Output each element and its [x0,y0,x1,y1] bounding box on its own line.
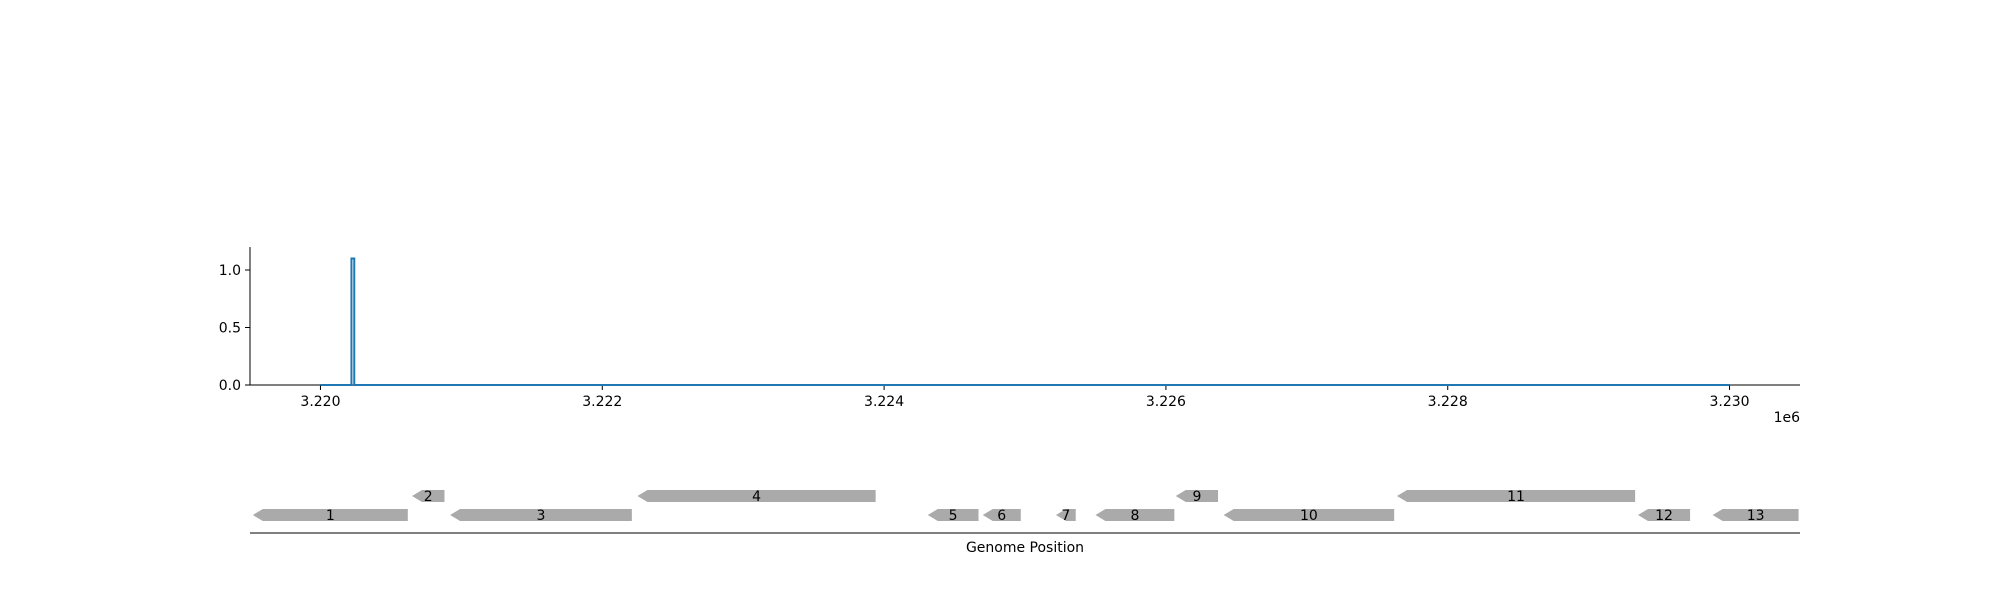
gene-2: 2 [412,489,445,505]
gene-arrow [252,509,408,521]
gene-8: 8 [1095,508,1175,524]
gene-label: 11 [1507,489,1525,505]
gene-11: 11 [1397,489,1636,505]
gene-label: 8 [1130,508,1139,524]
gene-label: 9 [1192,489,1201,505]
gene-label: 3 [537,508,546,524]
gene-13: 13 [1712,508,1799,524]
y-tick-label: 0.0 [219,378,241,394]
gene-1: 1 [252,508,408,524]
y-tick-label: 0.5 [219,321,241,337]
gene-4: 4 [637,489,876,505]
gene-arrow [982,509,1021,521]
coverage-plot: 0.0 0.5 1.0 3.220 3.222 3.224 3.226 3.228 3.230… [219,247,1800,426]
x-tick-label: 3.228 [1428,394,1468,410]
gene-label: 5 [949,508,958,524]
gene-3: 3 [450,508,632,524]
gene-9: 9 [1175,489,1219,505]
gene-arrow [1712,509,1799,521]
gene-label: 1 [326,508,335,524]
gene-label: 12 [1655,508,1673,524]
gene-10: 10 [1223,508,1395,524]
gene-label: 10 [1300,508,1318,524]
gene-arrow [412,490,445,502]
gene-12: 12 [1637,508,1691,524]
coverage-line [320,257,1730,386]
x-tick-label: 3.230 [1709,394,1749,410]
x-tick-label: 3.222 [582,394,622,410]
x-axis-label: Genome Position [966,540,1084,556]
x-tick-label: 3.226 [1146,394,1186,410]
gene-label: 4 [752,489,761,505]
gene-arrow [637,490,876,502]
x-ticks: 3.220 3.222 3.224 3.226 3.228 3.230 [300,385,1750,410]
gene-5: 5 [927,508,979,524]
x-offset-label: 1e6 [1774,410,1801,426]
gene-arrow [1223,509,1395,521]
gene-arrow [1056,509,1076,521]
gene-arrow [1095,509,1175,521]
gene-arrow [1397,490,1636,502]
series-layer [320,257,1730,386]
x-tick-label: 3.224 [864,394,904,410]
gene-label: 7 [1061,508,1070,524]
x-tick-label: 3.220 [300,394,340,410]
gene-label: 2 [424,489,433,505]
gene-arrow [927,509,979,521]
gene-label: 13 [1747,508,1765,524]
y-tick-label: 1.0 [219,263,241,279]
gene-arrow [1637,509,1691,521]
gene-arrow [450,509,632,521]
gene-label: 6 [997,508,1006,524]
gene-6: 6 [982,508,1021,524]
y-ticks: 0.0 0.5 1.0 [219,263,250,394]
gene-arrow [1175,490,1219,502]
gene-7: 7 [1056,508,1076,524]
